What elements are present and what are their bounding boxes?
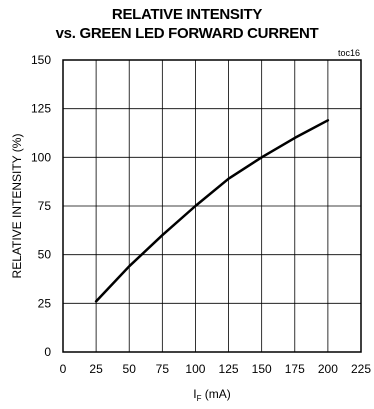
chart-title-line-2: vs. GREEN LED FORWARD CURRENT xyxy=(55,25,319,42)
x-tick-label: 175 xyxy=(285,362,305,376)
x-tick-label: 25 xyxy=(89,362,103,376)
y-tick-label: 75 xyxy=(38,199,52,213)
x-tick-label: 200 xyxy=(318,362,338,376)
y-axis-label: RELATIVE INTENSITY (%) xyxy=(10,134,24,279)
y-tick-labels: 0 25 50 75 100 125 150 xyxy=(31,53,51,359)
x-axis-label-unit: (mA) xyxy=(201,387,230,401)
x-tick-label: 75 xyxy=(156,362,170,376)
x-tick-labels: 0 25 50 75 100 125 150 175 200 225 xyxy=(60,362,372,376)
y-tick-label: 25 xyxy=(38,296,52,310)
x-tick-label: 50 xyxy=(123,362,137,376)
plot-frame xyxy=(62,59,362,353)
y-tick-label: 50 xyxy=(38,248,52,262)
x-tick-label: 0 xyxy=(60,362,67,376)
x-axis-label-subscript: F xyxy=(197,394,202,403)
x-axis-label: IF (mA) xyxy=(193,387,231,403)
chart-title-line-1: RELATIVE INTENSITY xyxy=(111,6,263,23)
x-axis-label-main: I xyxy=(193,387,196,401)
figure-code: toc16 xyxy=(338,48,360,58)
x-tick-label: 225 xyxy=(351,362,371,376)
y-tick-label: 125 xyxy=(31,102,51,116)
x-tick-label: 125 xyxy=(219,362,239,376)
series-line xyxy=(94,119,330,303)
y-tick-label: 150 xyxy=(31,53,51,67)
grid xyxy=(63,60,361,352)
y-tick-label: 100 xyxy=(31,150,51,164)
x-tick-label: 100 xyxy=(185,362,205,376)
x-tick-label: 150 xyxy=(252,362,272,376)
y-tick-label: 0 xyxy=(44,345,51,359)
